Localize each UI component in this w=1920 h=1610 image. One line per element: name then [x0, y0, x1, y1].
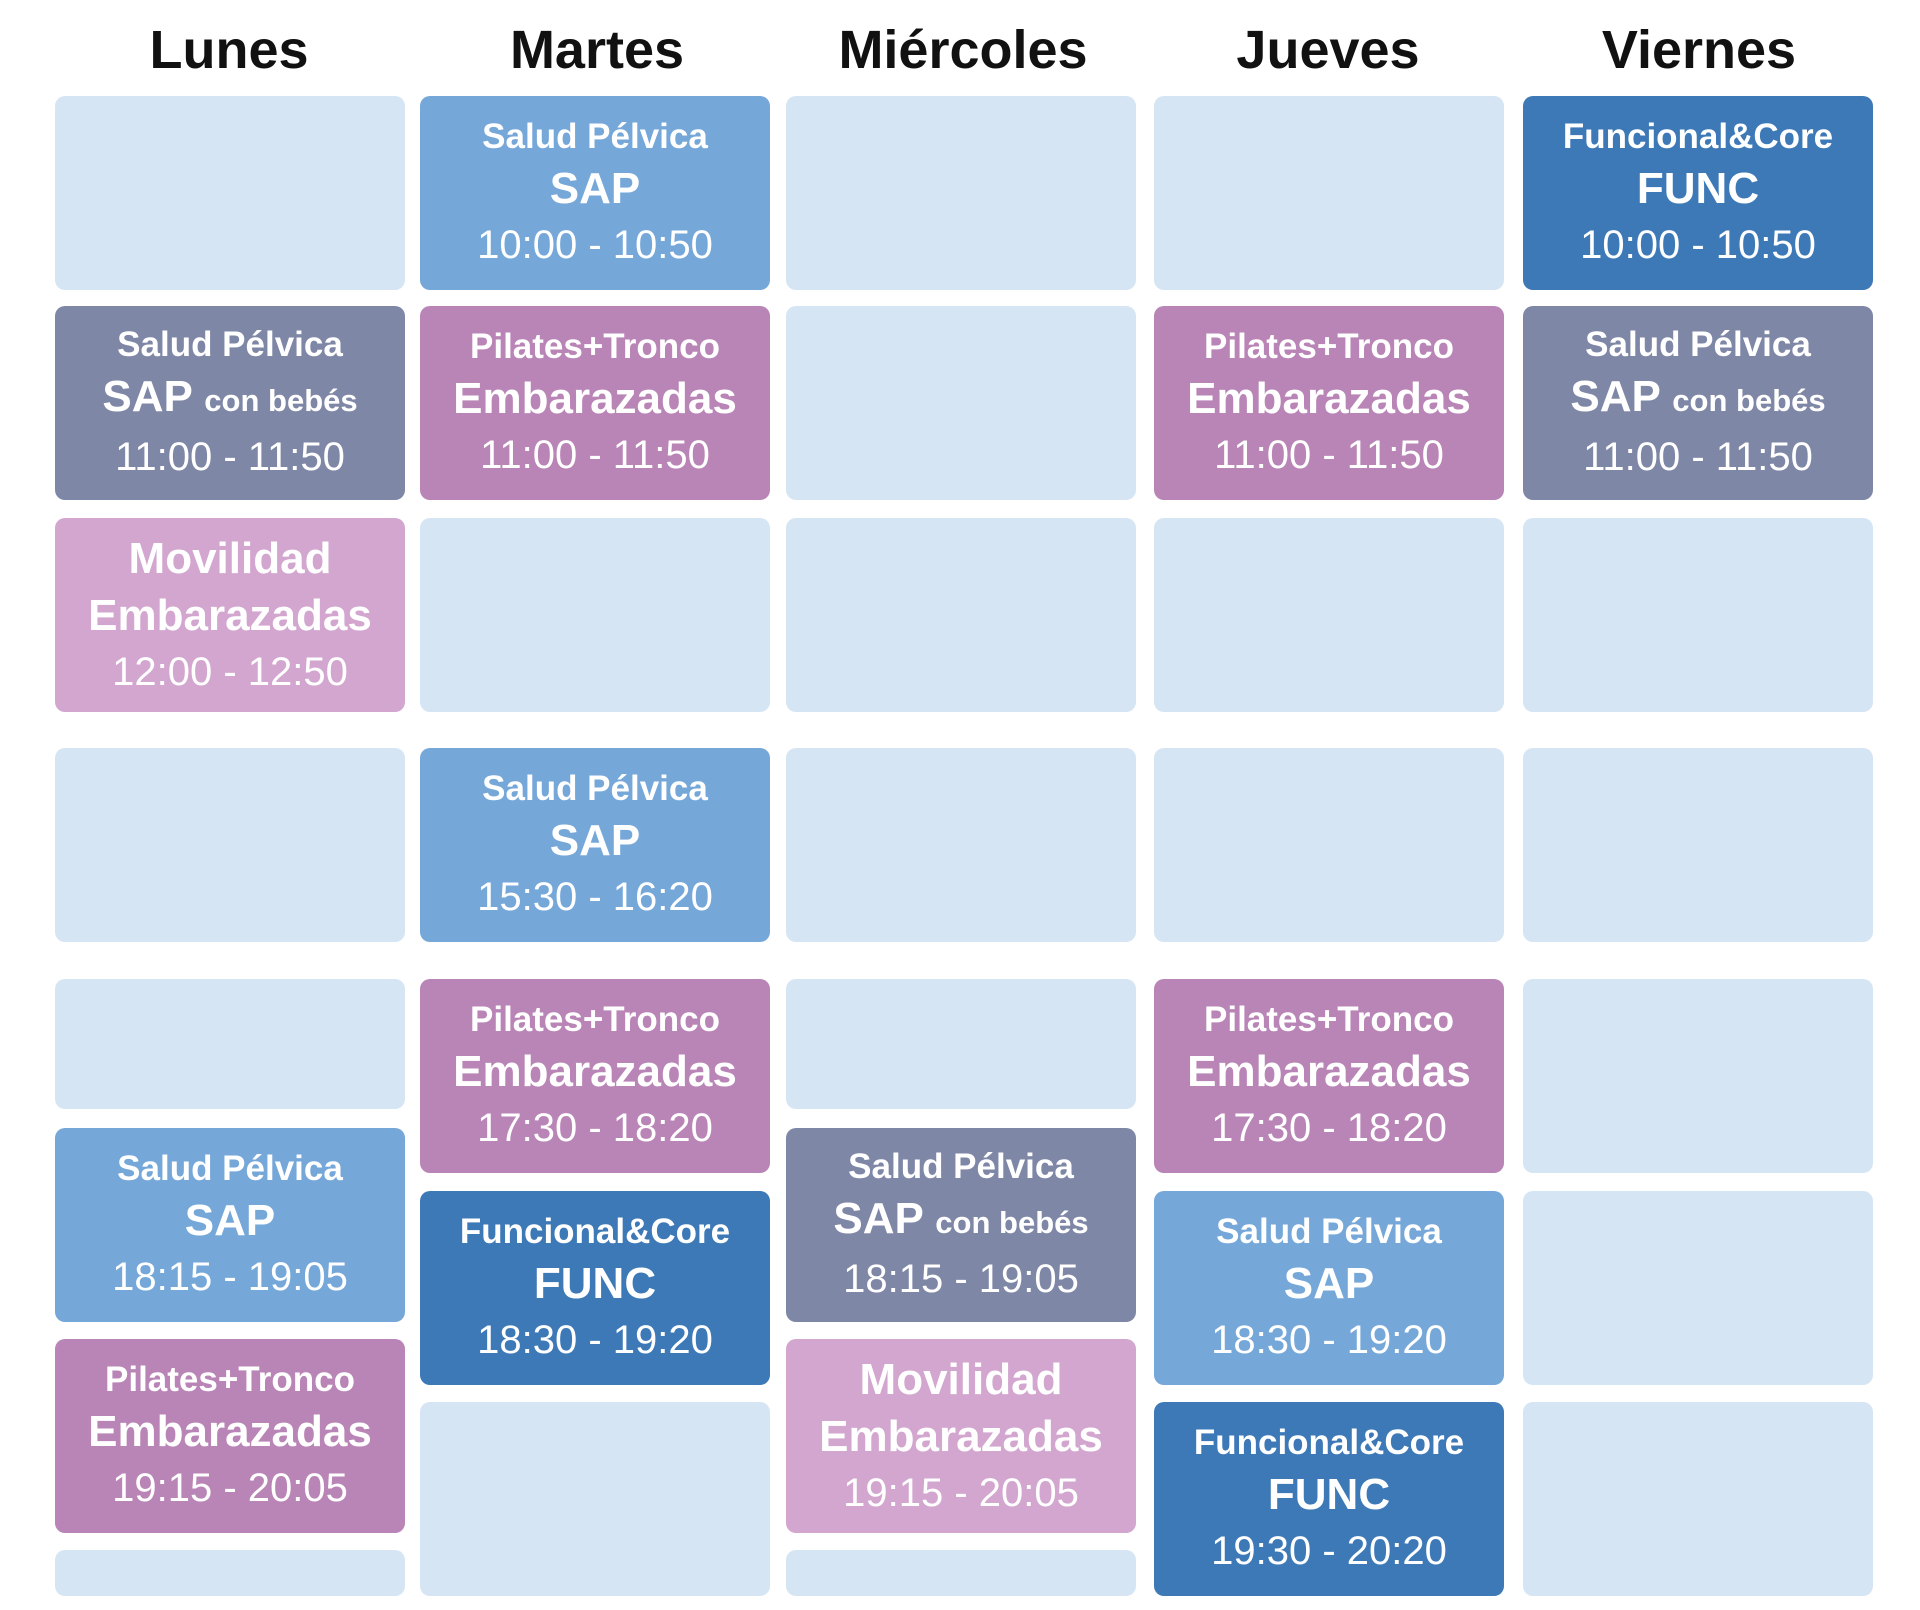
- class-code: SAP: [549, 164, 641, 213]
- class-category: Pilates+Tronco: [1204, 1000, 1454, 1039]
- class-category: Funcional&Core: [459, 1212, 731, 1251]
- class-time: 12:00 - 12:50: [112, 650, 348, 694]
- empty-slot: [420, 518, 770, 712]
- day-header-jueves: Jueves: [1236, 20, 1420, 80]
- class-card-thu-1100[interactable]: Pilates+Tronco Embarazadas 11:00 - 11:50: [1154, 306, 1504, 500]
- class-category: Funcional&Core: [1562, 117, 1834, 156]
- class-category: Movilidad: [859, 1355, 1063, 1404]
- class-card-thu-1830[interactable]: Salud Pélvica SAP 18:30 - 19:20: [1154, 1191, 1504, 1385]
- empty-slot: [1523, 1402, 1873, 1596]
- class-time: 10:00 - 10:50: [477, 223, 713, 267]
- empty-slot: [786, 748, 1136, 942]
- class-card-tue-1830[interactable]: Funcional&Core FUNC 18:30 - 19:20: [420, 1191, 770, 1385]
- class-category: Pilates+Tronco: [105, 1360, 355, 1399]
- day-header-lunes: Lunes: [149, 20, 309, 80]
- class-code: SAP: [549, 816, 641, 865]
- class-time: 18:15 - 19:05: [843, 1257, 1079, 1301]
- class-time: 19:30 - 20:20: [1211, 1529, 1447, 1573]
- empty-slot: [1523, 1191, 1873, 1385]
- empty-slot: [1154, 96, 1504, 290]
- day-header-miercoles: Miércoles: [838, 20, 1088, 80]
- class-card-wed-1915[interactable]: Movilidad Embarazadas 19:15 - 20:05: [786, 1339, 1136, 1533]
- empty-slot: [1523, 518, 1873, 712]
- class-category: Movilidad: [128, 534, 332, 583]
- day-header-martes: Martes: [509, 20, 685, 80]
- class-code: SAP: [1283, 1259, 1375, 1308]
- class-code: FUNC: [1267, 1470, 1391, 1519]
- class-card-mon-1915[interactable]: Pilates+Tronco Embarazadas 19:15 - 20:05: [55, 1339, 405, 1533]
- class-category: Pilates+Tronco: [470, 327, 720, 366]
- class-code: Embarazadas: [453, 374, 737, 423]
- empty-slot: [55, 96, 405, 290]
- class-category: Salud Pélvica: [117, 1149, 343, 1188]
- empty-slot: [1154, 748, 1504, 942]
- class-time: 18:30 - 19:20: [1211, 1318, 1447, 1362]
- empty-slot: [1523, 979, 1873, 1173]
- class-code: SAP con bebés: [1570, 372, 1826, 421]
- class-code: Embarazadas: [1187, 1047, 1471, 1096]
- empty-slot: [786, 306, 1136, 500]
- class-card-mon-1100[interactable]: Salud Pélvica SAP con bebés 11:00 - 11:5…: [55, 306, 405, 500]
- class-category: Salud Pélvica: [848, 1147, 1074, 1186]
- empty-slot: [786, 1550, 1136, 1596]
- class-code: Embarazadas: [819, 1412, 1103, 1461]
- class-time: 18:15 - 19:05: [112, 1255, 348, 1299]
- class-card-tue-1000[interactable]: Salud Pélvica SAP 10:00 - 10:50: [420, 96, 770, 290]
- class-category: Salud Pélvica: [1585, 325, 1811, 364]
- class-time: 18:30 - 19:20: [477, 1318, 713, 1362]
- class-time: 10:00 - 10:50: [1580, 223, 1816, 267]
- class-category: Salud Pélvica: [117, 325, 343, 364]
- class-time: 15:30 - 16:20: [477, 875, 713, 919]
- class-time: 11:00 - 11:50: [1214, 433, 1444, 477]
- class-card-thu-1730[interactable]: Pilates+Tronco Embarazadas 17:30 - 18:20: [1154, 979, 1504, 1173]
- class-card-fri-1000[interactable]: Funcional&Core FUNC 10:00 - 10:50: [1523, 96, 1873, 290]
- class-time: 19:15 - 20:05: [843, 1471, 1079, 1515]
- class-time: 11:00 - 11:50: [115, 435, 345, 479]
- class-card-mon-1815[interactable]: Salud Pélvica SAP 18:15 - 19:05: [55, 1128, 405, 1322]
- class-card-mon-1200[interactable]: Movilidad Embarazadas 12:00 - 12:50: [55, 518, 405, 712]
- class-code: Embarazadas: [88, 1407, 372, 1456]
- empty-slot: [1523, 748, 1873, 942]
- class-category: Pilates+Tronco: [470, 1000, 720, 1039]
- class-code: FUNC: [1636, 164, 1760, 213]
- class-category: Salud Pélvica: [482, 117, 708, 156]
- class-time: 11:00 - 11:50: [1583, 435, 1813, 479]
- class-code: Embarazadas: [1187, 374, 1471, 423]
- class-code: FUNC: [533, 1259, 657, 1308]
- empty-slot: [786, 518, 1136, 712]
- class-code: SAP con bebés: [102, 372, 358, 421]
- class-card-wed-1815[interactable]: Salud Pélvica SAP con bebés 18:15 - 19:0…: [786, 1128, 1136, 1322]
- class-card-tue-1100[interactable]: Pilates+Tronco Embarazadas 11:00 - 11:50: [420, 306, 770, 500]
- class-card-tue-1530[interactable]: Salud Pélvica SAP 15:30 - 16:20: [420, 748, 770, 942]
- class-time: 19:15 - 20:05: [112, 1466, 348, 1510]
- empty-slot: [786, 979, 1136, 1109]
- class-card-fri-1100[interactable]: Salud Pélvica SAP con bebés 11:00 - 11:5…: [1523, 306, 1873, 500]
- empty-slot: [1154, 518, 1504, 712]
- class-time: 11:00 - 11:50: [480, 433, 710, 477]
- class-category: Salud Pélvica: [1216, 1212, 1442, 1251]
- empty-slot: [786, 96, 1136, 290]
- class-code: SAP: [184, 1196, 276, 1245]
- empty-slot: [55, 979, 405, 1109]
- class-category: Pilates+Tronco: [1204, 327, 1454, 366]
- class-code: Embarazadas: [88, 591, 372, 640]
- empty-slot: [420, 1402, 770, 1596]
- class-time: 17:30 - 18:20: [477, 1106, 713, 1150]
- class-card-thu-1930[interactable]: Funcional&Core FUNC 19:30 - 20:20: [1154, 1402, 1504, 1596]
- empty-slot: [55, 748, 405, 942]
- day-header-viernes: Viernes: [1601, 20, 1797, 80]
- class-category: Funcional&Core: [1193, 1423, 1465, 1462]
- empty-slot: [55, 1550, 405, 1596]
- class-code: SAP con bebés: [833, 1194, 1089, 1243]
- class-category: Salud Pélvica: [482, 769, 708, 808]
- class-card-tue-1730[interactable]: Pilates+Tronco Embarazadas 17:30 - 18:20: [420, 979, 770, 1173]
- class-time: 17:30 - 18:20: [1211, 1106, 1447, 1150]
- class-code: Embarazadas: [453, 1047, 737, 1096]
